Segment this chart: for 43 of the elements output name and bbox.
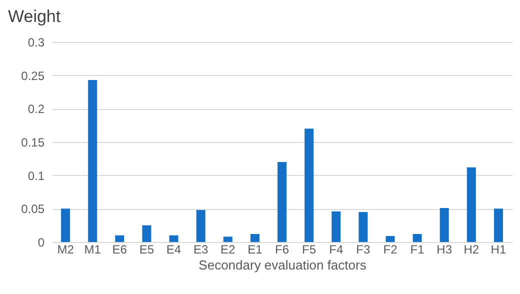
y-tick-label: 0.3	[28, 36, 45, 50]
x-tick-label: M1	[84, 242, 102, 256]
x-tick-label: E4	[166, 242, 182, 256]
bar	[278, 162, 286, 242]
bar	[304, 128, 314, 242]
x-tick-label: F4	[329, 242, 344, 256]
x-tick-label: E3	[193, 242, 208, 256]
bar	[412, 234, 422, 242]
y-tick-label: 0	[38, 236, 45, 250]
x-tick-label: H1	[490, 242, 506, 256]
bar	[440, 208, 449, 242]
x-tick-label: H3	[436, 242, 452, 256]
bar	[169, 235, 178, 242]
bar	[466, 167, 476, 242]
x-tick-label: F6	[274, 242, 290, 256]
y-tick-label: 0.2	[28, 102, 45, 116]
x-tick-label: F5	[302, 242, 316, 256]
bar	[386, 236, 395, 242]
bar	[250, 234, 260, 242]
bar	[88, 80, 98, 242]
bar	[494, 208, 503, 242]
bar	[142, 225, 152, 242]
chart-title: Weight	[8, 7, 61, 26]
x-tick-label: E5	[139, 242, 154, 256]
y-tick-label: 0.05	[21, 202, 45, 216]
bar	[196, 210, 206, 242]
bar	[115, 235, 124, 242]
x-tick-label: E6	[112, 242, 128, 256]
x-tick-label: E1	[248, 242, 263, 256]
y-tick-label: 0.25	[21, 68, 45, 83]
x-tick-label: M2	[57, 242, 74, 256]
x-tick-label: E2	[220, 242, 236, 256]
y-tick-label: 0.15	[21, 136, 45, 150]
y-tick-label: 0.1	[28, 168, 45, 183]
x-tick-label: F2	[383, 242, 398, 256]
bar	[223, 236, 232, 242]
bar	[61, 208, 70, 242]
x-tick-label: F1	[410, 242, 425, 256]
x-tick-label: H2	[464, 242, 480, 256]
x-axis-title: Secondary evaluation factors	[198, 258, 367, 272]
bar	[358, 212, 368, 242]
x-tick-label: F3	[356, 242, 370, 256]
bar	[332, 211, 341, 242]
